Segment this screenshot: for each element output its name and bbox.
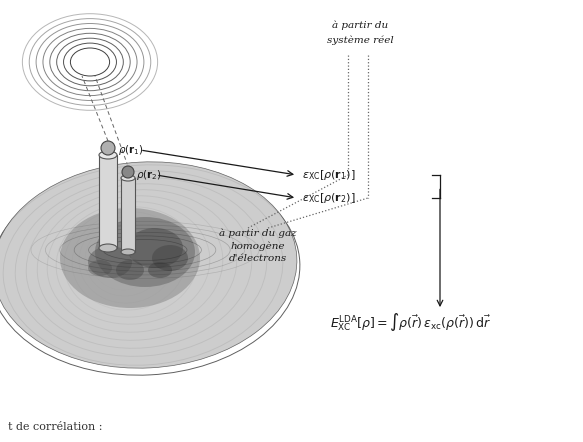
Text: à partir du gaz
homogène
d'électrons: à partir du gaz homogène d'électrons bbox=[219, 228, 297, 263]
Text: $\varepsilon_{\rm XC}[\rho(\mathbf{r}_2)]$: $\varepsilon_{\rm XC}[\rho(\mathbf{r}_2)… bbox=[302, 191, 356, 205]
Ellipse shape bbox=[121, 249, 135, 255]
Text: à partir du: à partir du bbox=[332, 20, 388, 30]
Ellipse shape bbox=[95, 217, 195, 287]
Ellipse shape bbox=[101, 141, 115, 155]
Text: t de corrélation :: t de corrélation : bbox=[8, 422, 103, 432]
Text: système réel: système réel bbox=[326, 35, 394, 45]
Ellipse shape bbox=[88, 246, 132, 278]
Ellipse shape bbox=[148, 262, 172, 278]
Ellipse shape bbox=[99, 244, 117, 252]
Text: $\rho(\mathbf{r}_1)$: $\rho(\mathbf{r}_1)$ bbox=[118, 143, 144, 157]
Ellipse shape bbox=[99, 151, 117, 159]
Bar bbox=[121, 178, 135, 252]
Ellipse shape bbox=[88, 260, 112, 276]
Ellipse shape bbox=[122, 166, 134, 178]
Ellipse shape bbox=[152, 245, 188, 271]
Text: $E_{\rm XC}^{\rm LDA}[\rho] = \int \rho(\vec{r})\,\varepsilon_{\rm xc}(\rho(\vec: $E_{\rm XC}^{\rm LDA}[\rho] = \int \rho(… bbox=[330, 311, 491, 333]
Bar bbox=[99, 155, 117, 248]
Text: $\varepsilon_{\rm XC}[\rho(\mathbf{r}_1)]$: $\varepsilon_{\rm XC}[\rho(\mathbf{r}_1)… bbox=[302, 168, 356, 182]
Ellipse shape bbox=[121, 175, 135, 181]
Text: $\rho(\mathbf{r}_2)$: $\rho(\mathbf{r}_2)$ bbox=[136, 168, 162, 182]
Ellipse shape bbox=[127, 228, 183, 268]
Ellipse shape bbox=[116, 260, 144, 280]
Ellipse shape bbox=[60, 208, 200, 308]
Ellipse shape bbox=[0, 162, 297, 368]
